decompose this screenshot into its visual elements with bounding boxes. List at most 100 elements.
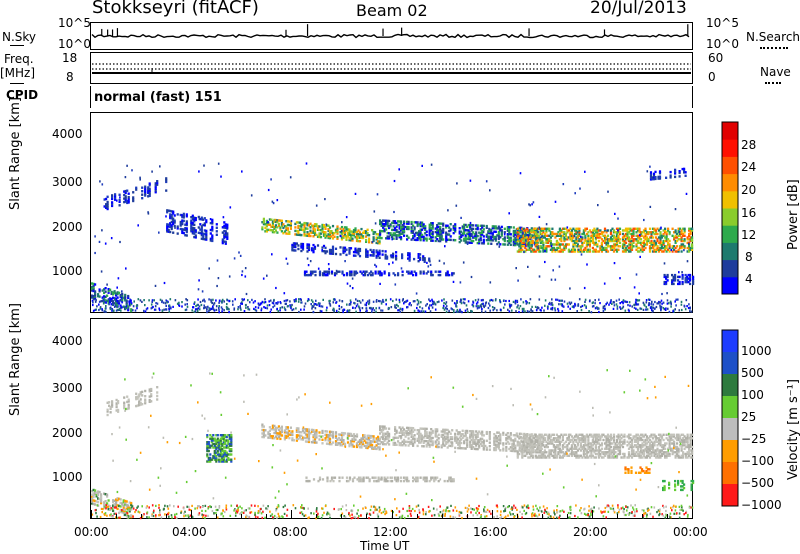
power-cell bbox=[470, 241, 473, 244]
power-cell bbox=[664, 229, 667, 232]
power-cell bbox=[627, 239, 631, 243]
power-cell bbox=[485, 224, 488, 228]
power-cell bbox=[422, 255, 425, 258]
power-cell bbox=[418, 233, 421, 236]
power-cell bbox=[398, 227, 401, 230]
power-cbar-swatch bbox=[722, 259, 738, 278]
velocity-cell bbox=[207, 442, 210, 446]
power-cell bbox=[626, 248, 629, 251]
power-cell bbox=[640, 307, 643, 310]
velocity-cell bbox=[395, 443, 398, 446]
power-cell bbox=[261, 300, 264, 303]
velocity-cell bbox=[445, 432, 448, 435]
power-cell bbox=[282, 226, 285, 230]
power-cell bbox=[378, 253, 381, 256]
power-cell bbox=[365, 231, 368, 235]
velocity-cell bbox=[485, 432, 488, 435]
power-cell bbox=[581, 243, 584, 246]
power-cell bbox=[283, 225, 286, 228]
velocity-cell bbox=[283, 429, 286, 432]
power-cell bbox=[665, 277, 668, 280]
power-cell bbox=[118, 204, 121, 207]
power-cell bbox=[377, 272, 380, 275]
power-cell bbox=[644, 229, 647, 232]
power-cell bbox=[430, 273, 433, 277]
power-cell bbox=[650, 306, 653, 309]
power-cell bbox=[488, 227, 490, 230]
power-cell bbox=[383, 224, 386, 228]
power-cell bbox=[197, 231, 200, 234]
power-cell bbox=[375, 236, 378, 239]
velocity-cell bbox=[219, 448, 222, 451]
power-cell bbox=[324, 250, 327, 253]
power-cell bbox=[283, 292, 286, 295]
velocity-cell bbox=[383, 434, 386, 437]
velocity-cell bbox=[412, 437, 415, 440]
velocity-cell bbox=[418, 441, 421, 444]
velocity-cell bbox=[301, 427, 305, 431]
power-cell bbox=[295, 298, 297, 301]
velocity-cell bbox=[94, 492, 97, 496]
power-cell bbox=[545, 234, 548, 237]
power-cell bbox=[534, 305, 537, 308]
power-cell bbox=[645, 238, 649, 241]
power-cbar-swatch bbox=[722, 190, 738, 209]
power-cell bbox=[463, 228, 466, 232]
velocity-cell bbox=[304, 428, 308, 431]
velocity-cell bbox=[92, 502, 95, 506]
power-cell bbox=[635, 307, 637, 310]
power-cell bbox=[324, 232, 327, 236]
power-cell bbox=[563, 227, 566, 230]
velocity-cell bbox=[313, 434, 317, 437]
power-cell bbox=[226, 299, 229, 302]
velocity-cell bbox=[313, 430, 317, 434]
velocity-cell bbox=[369, 443, 372, 446]
velocity-cell bbox=[366, 445, 369, 448]
power-cell bbox=[639, 241, 643, 244]
power-cell bbox=[598, 307, 600, 310]
power-cell bbox=[482, 242, 485, 245]
power-cell bbox=[422, 270, 425, 273]
power-cell bbox=[118, 200, 121, 203]
power-cell bbox=[467, 237, 470, 241]
velocity-cell bbox=[369, 445, 372, 448]
power-cell bbox=[379, 282, 381, 285]
power-cell bbox=[464, 309, 467, 312]
power-cell bbox=[675, 304, 677, 307]
power-cell bbox=[542, 227, 545, 230]
velocity-cell bbox=[437, 479, 440, 483]
power-cell bbox=[379, 273, 382, 277]
power-cell bbox=[519, 243, 522, 246]
velocity-cell bbox=[440, 446, 443, 449]
velocity-cell bbox=[488, 436, 491, 439]
power-cell bbox=[94, 293, 97, 297]
velocity-cell bbox=[348, 434, 351, 437]
power-cell bbox=[305, 270, 308, 273]
power-cell bbox=[291, 249, 294, 252]
velocity-cell bbox=[95, 500, 98, 503]
power-cell bbox=[321, 305, 324, 308]
power-cell bbox=[124, 196, 127, 200]
power-cell bbox=[555, 239, 558, 243]
power-cell bbox=[561, 243, 564, 246]
cpid-label: CPID bbox=[6, 88, 39, 102]
velocity-cell bbox=[428, 433, 431, 436]
power-cell bbox=[489, 304, 491, 307]
velocity-cell bbox=[215, 442, 218, 446]
power-cell bbox=[297, 221, 300, 224]
power-cell bbox=[439, 273, 442, 277]
power-cell bbox=[642, 241, 646, 244]
power-cell bbox=[354, 254, 357, 257]
power-cell bbox=[321, 273, 325, 277]
velocity-cell bbox=[377, 439, 380, 442]
power-cell bbox=[319, 228, 323, 232]
power-cell bbox=[314, 307, 317, 310]
power-cell bbox=[683, 239, 686, 243]
power-cell bbox=[563, 245, 566, 248]
power-cell bbox=[167, 225, 170, 228]
power-cell bbox=[500, 229, 503, 232]
power-cell bbox=[653, 245, 656, 248]
power-cell bbox=[521, 245, 524, 248]
power-cell bbox=[487, 237, 490, 240]
power-cell bbox=[304, 234, 308, 237]
